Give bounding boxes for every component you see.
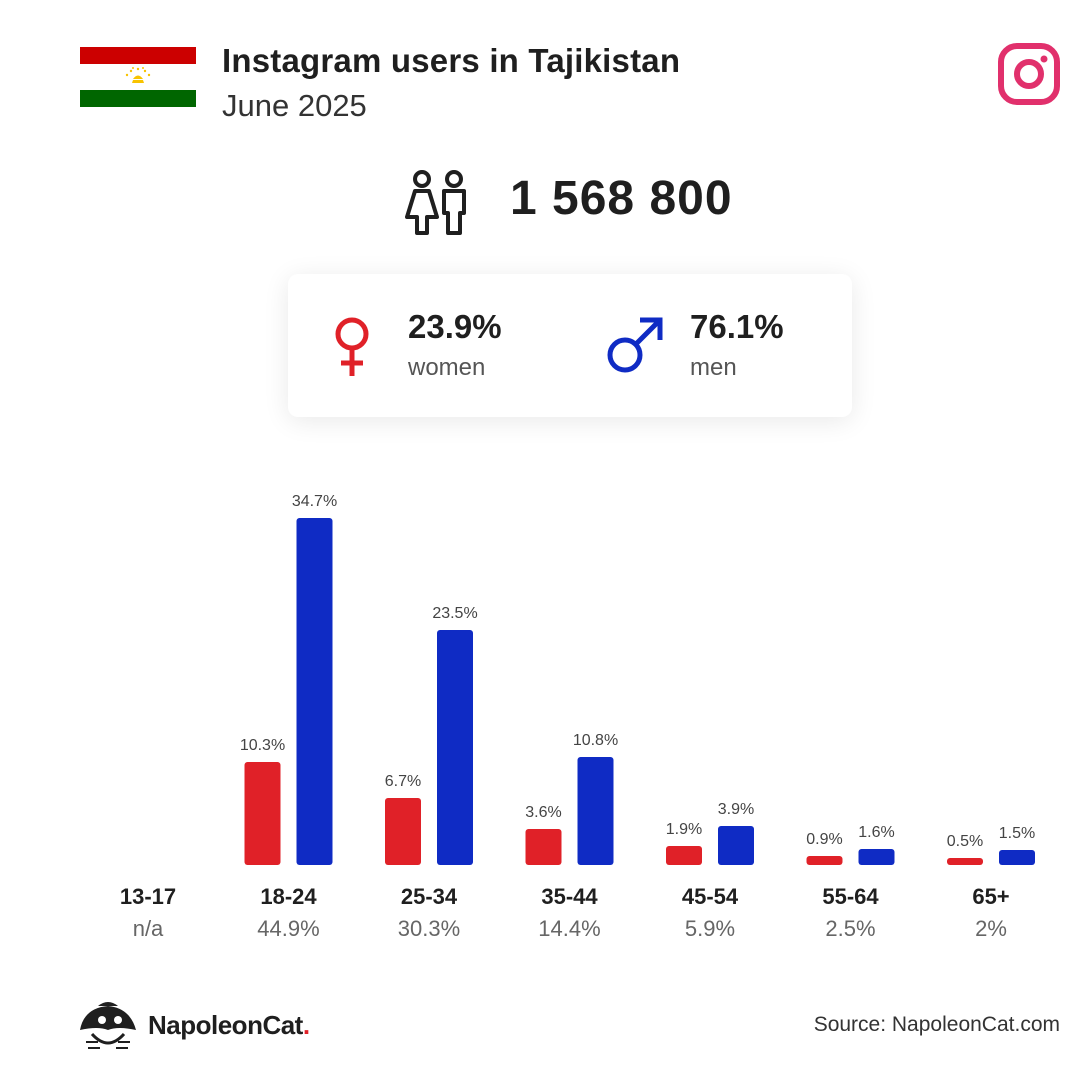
age-group-total: n/a bbox=[132, 916, 164, 941]
source-note: Source: NapoleonCat.com bbox=[813, 1013, 1060, 1036]
bar-value-label-men-65+: 1.5% bbox=[999, 825, 1035, 842]
bar-women-55-64 bbox=[806, 856, 843, 865]
bar-value-label-men-18-24: 34.7% bbox=[292, 493, 337, 510]
bar-value-label-men-55-64: 1.6% bbox=[858, 824, 894, 841]
page-subtitle: June 2025 bbox=[222, 88, 367, 123]
age-group-total: 2.5% bbox=[825, 916, 876, 941]
age-group-label: 35-44 bbox=[541, 884, 598, 909]
bar-value-label-women-18-24: 10.3% bbox=[240, 737, 285, 754]
bar-women-65+ bbox=[947, 858, 983, 865]
bar-men-35-44 bbox=[577, 757, 614, 865]
bar-men-18-24 bbox=[296, 518, 333, 865]
men-label: men bbox=[690, 354, 737, 381]
total-users-row: 1 568 800 bbox=[0, 165, 1080, 237]
bar-women-45-54 bbox=[666, 846, 702, 865]
age-group-label: 65+ bbox=[972, 884, 1010, 909]
age-group-total: 14.4% bbox=[538, 916, 601, 941]
bar-value-label-women-25-34: 6.7% bbox=[385, 773, 421, 790]
brand-name: NapoleonCat. bbox=[148, 1010, 310, 1041]
age-group-total: 44.9% bbox=[257, 916, 320, 941]
instagram-icon bbox=[998, 43, 1060, 105]
bar-value-label-men-25-34: 23.5% bbox=[432, 605, 477, 622]
bar-value-label-women-55-64: 0.9% bbox=[806, 831, 842, 848]
bar-women-35-44 bbox=[525, 829, 562, 865]
people-icon bbox=[405, 170, 466, 235]
age-group-label: 55-64 bbox=[822, 884, 879, 909]
men-percentage: 76.1% bbox=[690, 308, 784, 345]
age-group-total: 30.3% bbox=[397, 916, 461, 941]
total-users-value: 1 568 800 bbox=[510, 172, 733, 225]
age-group-total: 5.9% bbox=[684, 916, 736, 941]
bar-value-label-women-65+: 0.5% bbox=[947, 833, 983, 850]
bar-men-65+ bbox=[999, 850, 1035, 865]
age-gender-bar-chart: 10.3% 6.7% 3.6% 1.9% 0.9% 0.5% 34.7% 23.5% 10.8%… bbox=[240, 493, 1035, 865]
women-percentage: 23.9% bbox=[408, 308, 502, 345]
bar-men-25-34 bbox=[437, 630, 473, 865]
bar-women-18-24 bbox=[244, 762, 281, 865]
bar-women-25-34 bbox=[385, 798, 421, 865]
female-symbol-icon bbox=[335, 317, 369, 376]
age-group-label: 18-24 bbox=[260, 884, 317, 909]
bar-value-label-women-45-54: 1.9% bbox=[666, 821, 702, 838]
bar-men-45-54 bbox=[718, 826, 754, 865]
age-group-total: 2% bbox=[975, 916, 1007, 941]
bar-value-label-women-35-44: 3.6% bbox=[525, 804, 561, 821]
bar-value-label-men-35-44: 10.8% bbox=[573, 732, 618, 749]
women-label: women bbox=[408, 354, 486, 381]
age-group-label: 13-17 bbox=[119, 884, 177, 909]
bar-men-55-64 bbox=[858, 849, 895, 865]
tajikistan-flag bbox=[80, 47, 196, 107]
bar-value-label-men-45-54: 3.9% bbox=[718, 801, 754, 818]
age-group-label: 45-54 bbox=[681, 884, 739, 909]
brand-dot: . bbox=[302, 1010, 310, 1040]
age-group-label: 25-34 bbox=[400, 884, 458, 909]
page-title: Instagram users in Tajikistan bbox=[222, 42, 681, 79]
napoleoncat-logo-icon bbox=[80, 1002, 136, 1049]
gender-split-card: 23.9% women 76.1% men bbox=[288, 274, 852, 417]
brand-name-text: NapoleonCat bbox=[148, 1010, 303, 1040]
male-symbol-icon bbox=[607, 317, 663, 373]
